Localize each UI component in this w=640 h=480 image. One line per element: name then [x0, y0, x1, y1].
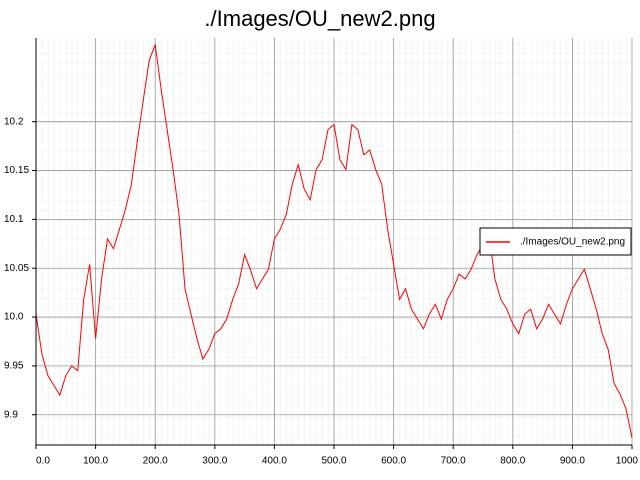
x-tick-label: 200.0: [143, 456, 168, 467]
y-tick-label: 10.1: [4, 214, 24, 225]
x-tick-label: 0.0: [36, 456, 50, 467]
y-tick-label: 9.95: [4, 361, 24, 372]
x-tick-label: 700.0: [441, 456, 466, 467]
legend-label: ./Images/OU_new2.png: [520, 237, 625, 248]
y-tick-label: 10.2: [4, 116, 24, 127]
x-tick-label: 1000: [616, 456, 639, 467]
x-tick-label: 400.0: [262, 456, 287, 467]
y-tick-label: 10.15: [4, 165, 29, 176]
x-tick-label: 800.0: [500, 456, 525, 467]
chart-title: ./Images/OU_new2.png: [204, 6, 435, 31]
x-tick-label: 600.0: [381, 456, 406, 467]
y-tick-label: 10.0: [4, 312, 24, 323]
y-tick-label: 9.9: [4, 409, 18, 420]
data-line: [35, 44, 633, 439]
x-tick-label: 500.0: [321, 456, 346, 467]
x-tick-label: 100.0: [83, 456, 108, 467]
x-tick-label: 900.0: [560, 456, 585, 467]
y-tick-label: 10.05: [4, 263, 29, 274]
x-tick-label: 300.0: [202, 456, 227, 467]
